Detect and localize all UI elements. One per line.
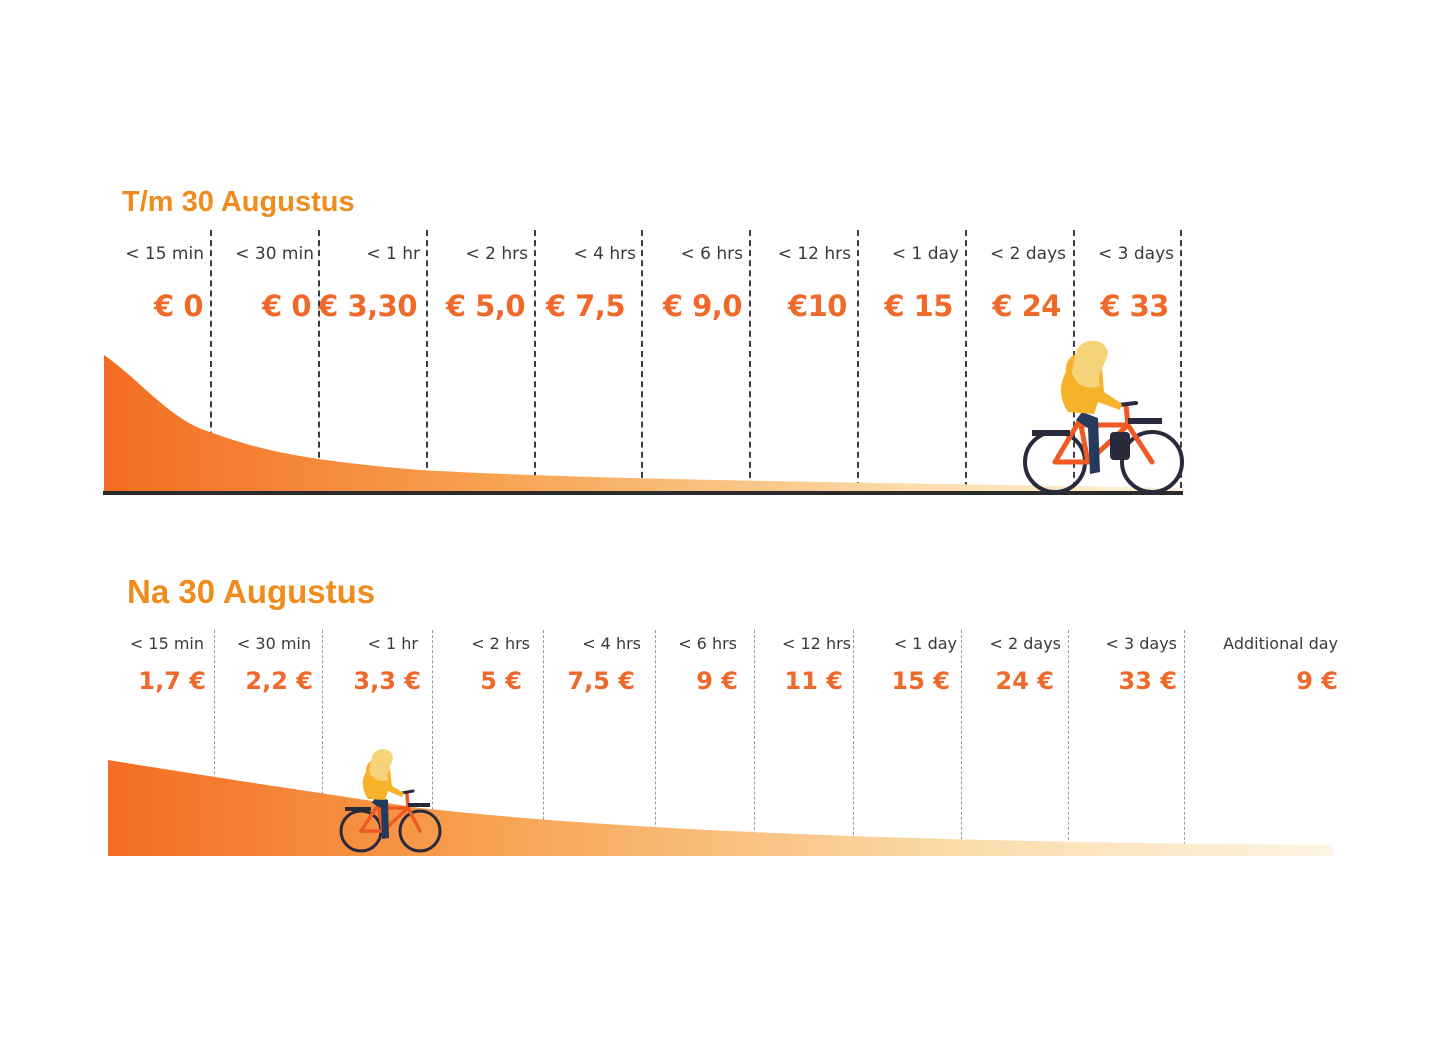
price-value: 1,7 € bbox=[138, 667, 206, 695]
price-value: € 3,30 bbox=[318, 289, 417, 323]
price-value: 33 € bbox=[1118, 667, 1177, 695]
duration-label: < 30 min bbox=[235, 244, 314, 264]
price-value: € 5,0 bbox=[445, 289, 526, 323]
duration-label: < 4 hrs bbox=[582, 634, 641, 653]
column-divider bbox=[1184, 630, 1185, 855]
price-value: 24 € bbox=[995, 667, 1054, 695]
column-divider bbox=[655, 630, 656, 855]
column-divider bbox=[210, 230, 212, 488]
duration-label: < 3 days bbox=[1098, 244, 1174, 264]
duration-label: < 6 hrs bbox=[680, 244, 744, 264]
column-divider bbox=[543, 630, 544, 855]
price-value: 7,5 € bbox=[567, 667, 635, 695]
price-value: € 15 bbox=[884, 289, 953, 323]
baseline bbox=[103, 491, 1183, 495]
column-divider bbox=[857, 230, 859, 488]
price-value: 9 € bbox=[696, 667, 738, 695]
column-divider bbox=[214, 630, 215, 855]
duration-label: < 1 day bbox=[893, 634, 957, 653]
column-divider bbox=[641, 230, 643, 488]
price-value: € 0 bbox=[262, 289, 311, 323]
price-value: 11 € bbox=[784, 667, 843, 695]
cyclist-icon bbox=[1023, 340, 1184, 494]
column-divider bbox=[965, 230, 967, 488]
column-divider bbox=[322, 630, 323, 855]
price-curve-area bbox=[104, 355, 1180, 493]
duration-label: < 3 days bbox=[1105, 634, 1177, 653]
column-divider bbox=[853, 630, 854, 855]
price-value: € 0 bbox=[154, 289, 203, 323]
duration-label: < 15 min bbox=[129, 634, 204, 653]
duration-label: < 2 days bbox=[990, 244, 1066, 264]
duration-label: < 2 hrs bbox=[465, 244, 529, 264]
price-value: 9 € bbox=[1296, 667, 1338, 695]
column-divider bbox=[1180, 230, 1182, 488]
cyclist-icon bbox=[339, 749, 442, 853]
price-value: 2,2 € bbox=[245, 667, 313, 695]
column-divider bbox=[426, 230, 428, 488]
duration-label: < 12 hrs bbox=[782, 634, 851, 653]
column-divider bbox=[749, 230, 751, 488]
duration-label: < 30 min bbox=[236, 634, 311, 653]
price-value: 15 € bbox=[891, 667, 950, 695]
column-divider bbox=[754, 630, 755, 855]
price-value: € 24 bbox=[992, 289, 1061, 323]
price-value: €10 bbox=[787, 289, 848, 323]
duration-label: < 2 days bbox=[989, 634, 1061, 653]
price-curve-area bbox=[108, 760, 1333, 856]
column-divider bbox=[1068, 630, 1069, 855]
section-title-after: Na 30 Augustus bbox=[127, 573, 376, 610]
column-divider bbox=[432, 630, 433, 855]
column-divider bbox=[534, 230, 536, 488]
column-divider bbox=[961, 630, 962, 855]
duration-label: Additional day bbox=[1223, 634, 1338, 653]
price-value: 3,3 € bbox=[353, 667, 421, 695]
duration-label: < 12 hrs bbox=[777, 244, 851, 264]
price-value: 5 € bbox=[480, 667, 522, 695]
duration-label: < 1 hr bbox=[367, 634, 418, 653]
price-value: € 33 bbox=[1100, 289, 1169, 323]
duration-label: < 1 hr bbox=[366, 244, 420, 264]
duration-label: < 15 min bbox=[125, 244, 204, 264]
duration-label: < 1 day bbox=[891, 244, 959, 264]
duration-label: < 2 hrs bbox=[471, 634, 530, 653]
price-value: € 9,0 bbox=[662, 289, 743, 323]
column-divider bbox=[318, 230, 320, 488]
duration-label: < 4 hrs bbox=[573, 244, 637, 264]
section-title-before: T/m 30 Augustus bbox=[122, 186, 355, 218]
duration-label: < 6 hrs bbox=[678, 634, 737, 653]
price-value: € 7,5 bbox=[545, 289, 626, 323]
